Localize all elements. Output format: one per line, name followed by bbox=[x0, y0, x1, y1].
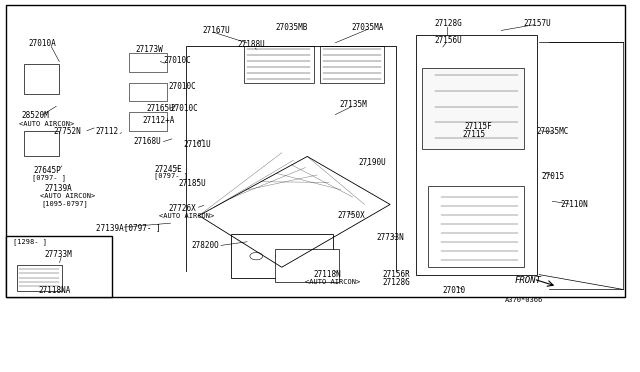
Text: 27157U: 27157U bbox=[524, 19, 552, 28]
Text: 27752N: 27752N bbox=[54, 127, 81, 136]
Bar bbox=[428, 186, 524, 267]
Bar bbox=[6, 236, 111, 297]
Text: 27010: 27010 bbox=[442, 286, 465, 295]
Bar bbox=[129, 83, 167, 101]
Text: 28520M: 28520M bbox=[22, 111, 49, 121]
Text: 27128G: 27128G bbox=[383, 278, 410, 287]
Text: 27035MC: 27035MC bbox=[537, 127, 569, 136]
Text: 27112+A: 27112+A bbox=[143, 116, 175, 125]
Text: 27035MA: 27035MA bbox=[352, 23, 384, 32]
Text: 27139A: 27139A bbox=[45, 184, 72, 193]
Bar bbox=[244, 46, 314, 83]
Circle shape bbox=[250, 253, 262, 260]
Bar bbox=[231, 234, 333, 278]
Circle shape bbox=[301, 253, 314, 260]
Text: A370*0366: A370*0366 bbox=[505, 297, 543, 303]
Text: 27015: 27015 bbox=[541, 171, 565, 180]
Bar bbox=[129, 53, 167, 71]
Text: 27733N: 27733N bbox=[376, 233, 404, 242]
Text: <AUTO AIRCON>: <AUTO AIRCON> bbox=[19, 121, 74, 127]
Text: 27139A[0797- ]: 27139A[0797- ] bbox=[96, 223, 161, 232]
Text: <AUTO AIRCON>: <AUTO AIRCON> bbox=[40, 193, 95, 199]
Text: [0797- ]: [0797- ] bbox=[154, 173, 188, 179]
Text: 27035MB: 27035MB bbox=[275, 23, 308, 32]
Text: 27245E: 27245E bbox=[154, 165, 182, 174]
Text: 27115: 27115 bbox=[463, 130, 486, 139]
Text: <AUTO AIRCON>: <AUTO AIRCON> bbox=[159, 212, 214, 218]
Text: 27010C: 27010C bbox=[164, 56, 191, 65]
Text: 27112: 27112 bbox=[96, 127, 119, 136]
Text: <AUTO AIRCON>: <AUTO AIRCON> bbox=[305, 279, 360, 285]
Text: 27820O: 27820O bbox=[191, 241, 219, 250]
Text: 27165U: 27165U bbox=[147, 104, 175, 113]
Text: 27750X: 27750X bbox=[337, 211, 365, 220]
Bar bbox=[17, 265, 62, 291]
Text: 27118N: 27118N bbox=[314, 270, 341, 279]
Bar bbox=[24, 64, 59, 94]
Text: 27188U: 27188U bbox=[237, 41, 265, 49]
Text: 27010C: 27010C bbox=[168, 82, 196, 91]
Text: 27645P: 27645P bbox=[33, 166, 61, 174]
Bar bbox=[129, 112, 167, 131]
Text: 27101U: 27101U bbox=[184, 140, 211, 149]
Bar bbox=[275, 249, 339, 282]
Text: 27110N: 27110N bbox=[560, 200, 588, 209]
Text: 27135M: 27135M bbox=[339, 100, 367, 109]
Text: [1095-0797]: [1095-0797] bbox=[41, 200, 88, 207]
Text: [1298- ]: [1298- ] bbox=[13, 239, 47, 246]
Text: 27118NA: 27118NA bbox=[38, 286, 71, 295]
Text: 27128G: 27128G bbox=[435, 19, 463, 28]
Text: 27733M: 27733M bbox=[45, 250, 72, 259]
Text: [0797- ]: [0797- ] bbox=[32, 174, 66, 180]
Circle shape bbox=[275, 253, 288, 260]
Text: FRONT: FRONT bbox=[515, 276, 541, 285]
Text: 27156U: 27156U bbox=[435, 36, 463, 45]
Bar bbox=[320, 46, 384, 83]
Text: 27185U: 27185U bbox=[179, 179, 206, 187]
Text: 27167U: 27167U bbox=[202, 26, 230, 35]
Bar bbox=[422, 68, 524, 149]
Text: 27726X: 27726X bbox=[168, 203, 196, 213]
Text: 27173W: 27173W bbox=[135, 45, 163, 54]
Text: 27010C: 27010C bbox=[170, 104, 198, 113]
Text: 27156R: 27156R bbox=[383, 270, 410, 279]
Bar bbox=[415, 35, 537, 275]
Text: 27115F: 27115F bbox=[464, 122, 492, 131]
Bar bbox=[6, 5, 625, 297]
Text: 27010A: 27010A bbox=[28, 39, 56, 48]
Bar bbox=[24, 131, 59, 157]
Text: 27190U: 27190U bbox=[358, 157, 386, 167]
Text: 27168U: 27168U bbox=[134, 137, 162, 146]
